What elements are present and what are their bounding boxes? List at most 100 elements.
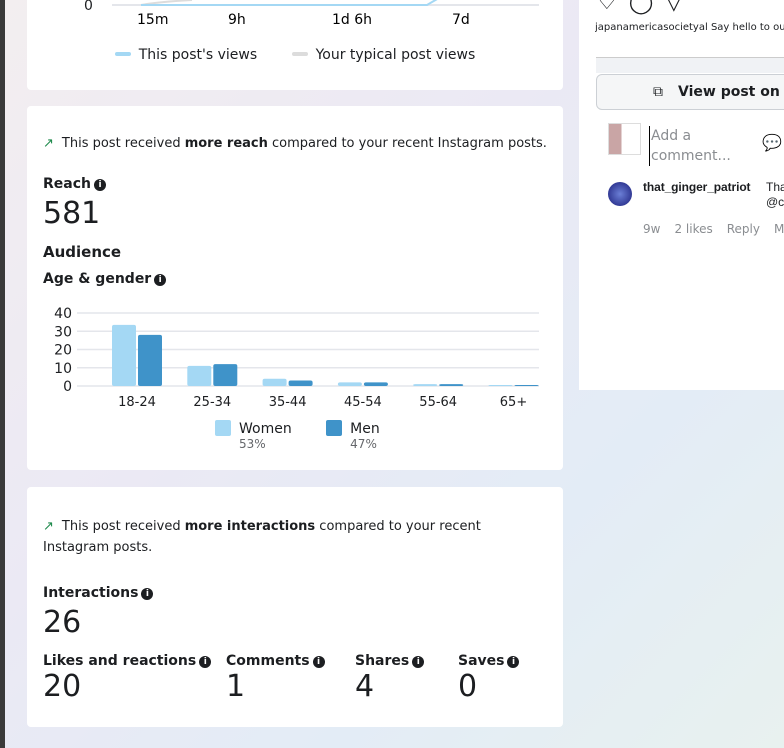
metric-label-text: Shares — [355, 653, 410, 669]
post-panel: ♡◯▽ japanamericasocietyal Say hello to o… — [579, 0, 784, 390]
bar-men-45-54[interactable] — [363, 382, 388, 386]
legend-label: Women — [239, 421, 292, 437]
age-gender-text: Age & gender — [43, 271, 152, 287]
like-icon[interactable]: ♡ — [597, 0, 629, 15]
external-link-icon: ⧉ — [653, 84, 663, 100]
legend-label: Men — [350, 421, 380, 437]
age-gender-label: Age & gender i — [43, 271, 167, 287]
comment-input[interactable]: Add a comment... — [649, 126, 731, 166]
x-tick-label: 35-44 — [269, 395, 307, 410]
legend-label: Your typical post views — [315, 47, 476, 63]
legend-share: 53% — [239, 437, 266, 451]
reach-value: 581 — [43, 196, 101, 231]
reach-label-text: Reach — [43, 176, 91, 192]
metric-value: 1 — [226, 669, 246, 704]
x-tick-label: 65+ — [500, 395, 527, 410]
legend-this-post: This post's views — [114, 47, 258, 63]
trend-bold: more interactions — [184, 519, 316, 534]
x-tick-label: 55-64 — [419, 395, 457, 410]
bar-men-35-44[interactable] — [288, 380, 313, 386]
info-icon[interactable]: i — [507, 656, 520, 668]
info-icon[interactable]: i — [94, 179, 106, 191]
view-post-button[interactable]: ⧉ View post on Instagram — [596, 74, 784, 110]
x-tick-label: 18-24 — [118, 395, 156, 410]
interactions-label-text: Interactions — [43, 585, 139, 601]
metric-value: 20 — [43, 669, 82, 704]
metric-likes: Likes and reactions i 20 — [43, 653, 212, 704]
views-legend: This post's views Your typical post view… — [27, 47, 563, 63]
info-icon[interactable]: i — [312, 656, 325, 668]
metric-saves: Saves i 0 — [458, 653, 520, 704]
post-caption: japanamericasocietyal Say hello to our F… — [595, 20, 784, 35]
interactions-label: Interactions i — [43, 585, 154, 601]
info-icon[interactable]: i — [141, 588, 154, 600]
bar-men-65+[interactable] — [514, 385, 539, 386]
view-post-label: View post on Instagram — [678, 84, 784, 100]
window-edge — [0, 0, 5, 748]
bar-women-55-64[interactable] — [413, 384, 438, 386]
x-tick: 7d — [452, 12, 470, 28]
legend-label: This post's views — [138, 47, 258, 63]
interactions-value: 26 — [43, 605, 82, 640]
commenter-avatar[interactable] — [608, 182, 632, 206]
caption-user[interactable]: japanamericasocietyal — [595, 22, 708, 33]
x-tick: 15m — [137, 12, 168, 28]
x-tick-label: 45-54 — [344, 395, 382, 410]
info-icon[interactable]: i — [412, 656, 425, 668]
legend-share: 47% — [350, 437, 377, 451]
trend-up-icon: ↗ — [43, 136, 54, 151]
reply-button[interactable]: Reply — [726, 222, 760, 236]
trend-text: This post received — [61, 136, 185, 151]
trend-bold: more reach — [184, 136, 268, 151]
views-card: 0 15m 9h 1d 6h 7d This post's views Your… — [27, 0, 563, 90]
metric-label: Shares i — [355, 653, 425, 669]
y-tick-label: 10 — [54, 361, 72, 377]
bar-women-65+[interactable] — [488, 385, 513, 386]
metric-label-text: Likes and reactions — [43, 653, 197, 669]
metric-label: Saves i — [458, 653, 520, 669]
bar-women-25-34[interactable] — [187, 365, 212, 386]
metric-comments: Comments i 1 — [226, 653, 325, 704]
comment-user[interactable]: that_ginger_patriot — [643, 180, 751, 194]
share-icon[interactable]: ▽ — [665, 0, 695, 15]
reach-card: ↗ This post received more reach compared … — [27, 106, 563, 470]
interactions-trend: ↗ This post received more interactions co… — [43, 516, 543, 558]
metric-shares: Shares i 4 — [355, 653, 425, 704]
audience-heading: Audience — [43, 243, 122, 261]
legend-men: Men 47% — [326, 420, 380, 451]
bar-men-25-34[interactable] — [213, 364, 238, 386]
bar-men-18-24[interactable] — [138, 334, 162, 386]
legend-swatch — [215, 420, 231, 436]
post-actions: ♡◯▽ — [597, 0, 694, 15]
this-post-views-line — [141, 0, 438, 6]
emoji-comment-icon[interactable]: 💬 — [762, 133, 782, 152]
account-thumbnail — [608, 123, 641, 155]
gender-legend: Women 53% Men 47% — [215, 420, 380, 451]
trend-up-icon: ↗ — [43, 519, 54, 534]
metric-label-text: Comments — [226, 653, 310, 669]
bar-women-45-54[interactable] — [337, 382, 362, 386]
comment-more[interactable]: Me — [773, 222, 784, 236]
trend-text: compared to your recent Instagram posts. — [43, 519, 481, 555]
x-tick: 9h — [228, 12, 246, 28]
legend-line-icon — [114, 52, 131, 56]
interactions-card: ↗ This post received more interactions co… — [27, 487, 563, 727]
bar-women-35-44[interactable] — [262, 378, 287, 386]
info-icon[interactable]: i — [154, 274, 167, 286]
info-icon[interactable]: i — [199, 656, 212, 668]
comment-likes[interactable]: 2 likes — [674, 222, 713, 236]
legend-swatch — [326, 420, 343, 436]
comment-icon[interactable]: ◯ — [628, 0, 666, 15]
bar-men-55-64[interactable] — [439, 384, 464, 386]
trend-text: compared to your recent Instagram posts. — [267, 136, 547, 151]
trend-text: This post received — [61, 519, 185, 534]
bar-women-18-24[interactable] — [112, 324, 136, 386]
y-tick-label: 0 — [63, 379, 72, 395]
comment-mention[interactable]: @c — [766, 195, 784, 209]
y-tick-label: 40 — [54, 306, 72, 322]
reach-trend: ↗ This post received more reach compared … — [43, 136, 547, 151]
views-chart: 0 15m 9h 1d 6h 7d — [84, 0, 539, 28]
x-tick: 1d 6h — [332, 12, 372, 28]
metric-label-text: Saves — [458, 653, 505, 669]
metric-label: Likes and reactions i — [43, 653, 212, 669]
